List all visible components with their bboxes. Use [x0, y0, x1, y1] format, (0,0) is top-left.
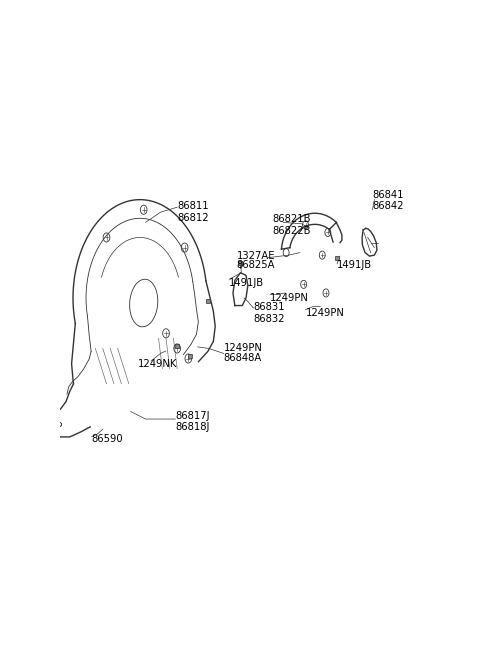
Text: 86848A: 86848A	[224, 352, 262, 362]
Text: 86831
86832: 86831 86832	[253, 303, 285, 324]
Text: 1327AE: 1327AE	[237, 251, 275, 261]
Text: 1249PN: 1249PN	[270, 293, 309, 303]
Text: 86590: 86590	[92, 434, 123, 444]
Text: 86811
86812: 86811 86812	[177, 202, 209, 223]
Text: 1249PN: 1249PN	[224, 343, 263, 354]
Text: 86817J
86818J: 86817J 86818J	[175, 411, 210, 432]
Text: 1491JB: 1491JB	[337, 260, 372, 271]
Text: 1491JB: 1491JB	[229, 278, 264, 288]
Text: 86821B
86822B: 86821B 86822B	[272, 214, 311, 236]
Text: 86825A: 86825A	[237, 260, 275, 271]
Text: 1249NK: 1249NK	[138, 358, 178, 369]
Text: 86841
86842: 86841 86842	[372, 190, 404, 212]
Text: 1249PN: 1249PN	[305, 308, 344, 318]
